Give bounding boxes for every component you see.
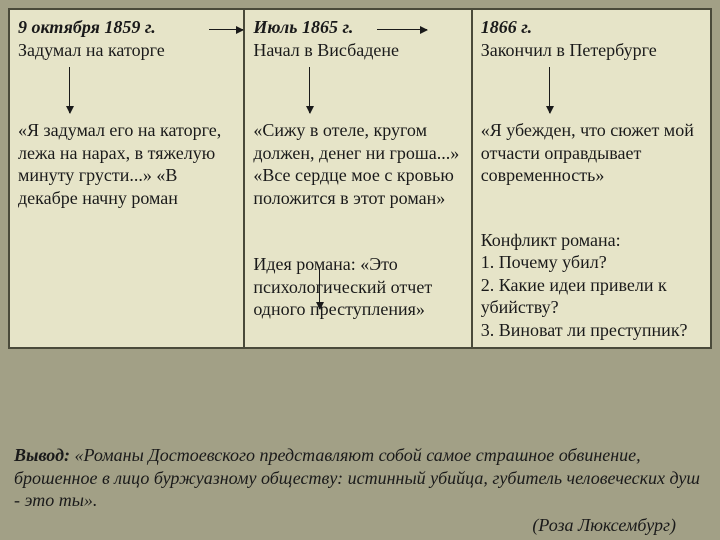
column-date: 9 октября 1859 г. xyxy=(18,16,235,39)
column-1: 9 октября 1859 г. Задумал на каторге «Я … xyxy=(9,9,244,348)
column-subtitle: Задумал на каторге xyxy=(18,39,235,62)
column-subtitle: Закончил в Петербурге xyxy=(481,39,702,62)
column-date: 1866 г. xyxy=(481,16,702,39)
arrow-down-icon xyxy=(69,67,70,113)
conflict-item: 1. Почему убил? xyxy=(481,251,702,274)
column-2: Июль 1865 г. Начал в Висбадене «Сижу в о… xyxy=(244,9,471,348)
conflict-title: Конфликт романа: xyxy=(481,229,702,252)
date-text: 9 октября 1859 г. xyxy=(18,17,156,37)
arrow-right-icon xyxy=(377,29,427,30)
date-text: Июль 1865 г. xyxy=(253,17,353,37)
arrow-down-icon xyxy=(309,67,310,113)
column-idea: Идея романа: «Это психологический отчет … xyxy=(253,253,462,321)
slide: 9 октября 1859 г. Задумал на каторге «Я … xyxy=(0,0,720,540)
column-3: 1866 г. Закончил в Петербурге «Я убежден… xyxy=(472,9,711,348)
column-quote: «Я задумал его на каторге, лежа на нарах… xyxy=(18,119,235,209)
conclusion-label: Вывод: xyxy=(14,445,70,465)
conclusion-attribution: (Роза Люксембург) xyxy=(14,514,706,537)
column-quote: «Сижу в отеле, кругом должен, денег ни г… xyxy=(253,119,462,209)
conclusion-text: «Романы Достоевского представляют собой … xyxy=(14,445,700,510)
arrow-down-icon xyxy=(549,67,550,113)
arrow-down-icon xyxy=(319,269,320,309)
timeline-table: 9 октября 1859 г. Задумал на каторге «Я … xyxy=(8,8,712,349)
column-date: Июль 1865 г. xyxy=(253,16,462,39)
conclusion-block: Вывод: «Романы Достоевского представляют… xyxy=(8,440,712,538)
column-conflict: Конфликт романа: 1. Почему убил? 2. Каки… xyxy=(481,229,702,342)
column-quote: «Я убежден, что сюжет мой отчасти оправд… xyxy=(481,119,702,187)
date-text: 1866 г. xyxy=(481,17,532,37)
column-subtitle: Начал в Висбадене xyxy=(253,39,462,62)
table-row: 9 октября 1859 г. Задумал на каторге «Я … xyxy=(9,9,711,348)
conflict-item: 3. Виноват ли преступник? xyxy=(481,319,702,342)
conflict-item: 2. Какие идеи привели к убийству? xyxy=(481,274,702,319)
arrow-right-icon xyxy=(209,29,243,30)
